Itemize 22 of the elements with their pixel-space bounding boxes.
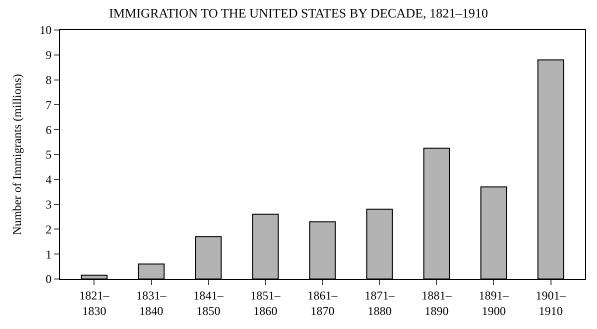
y-tick-label: 5: [46, 148, 52, 162]
y-tick-label: 2: [46, 222, 52, 236]
y-tick-label: 4: [46, 172, 52, 187]
y-tick-label: 7: [46, 98, 52, 112]
y-tick-label: 6: [46, 122, 52, 137]
x-tick-label: 1821– 1830: [79, 288, 110, 318]
y-tick-label: 1: [46, 247, 52, 262]
x-tick-label: 1871– 1880: [364, 288, 396, 318]
x-tick-label: 1841– 1850: [193, 288, 224, 318]
y-axis-title: Number of Immigrants (millions): [10, 74, 24, 235]
x-tick-label: 1891– 1900: [478, 288, 510, 318]
y-tick-label: 8: [46, 73, 52, 87]
x-tick-label: 1851– 1860: [250, 288, 282, 318]
x-tick-label: 1861– 1870: [308, 288, 338, 318]
x-tick-label: 1901– 1910: [536, 288, 567, 318]
y-tick-label: 10: [40, 23, 52, 38]
y-tick-label: 3: [46, 198, 52, 212]
chart-title: IMMIGRATION TO THE UNITED STATES BY DECADE, 1821–1910: [108, 5, 488, 20]
y-tick-label: 9: [46, 48, 52, 62]
x-tick-label: 1881– 1890: [422, 288, 453, 318]
y-tick-label: 0: [46, 272, 52, 286]
x-tick-label: 1831– 1840: [136, 288, 168, 318]
